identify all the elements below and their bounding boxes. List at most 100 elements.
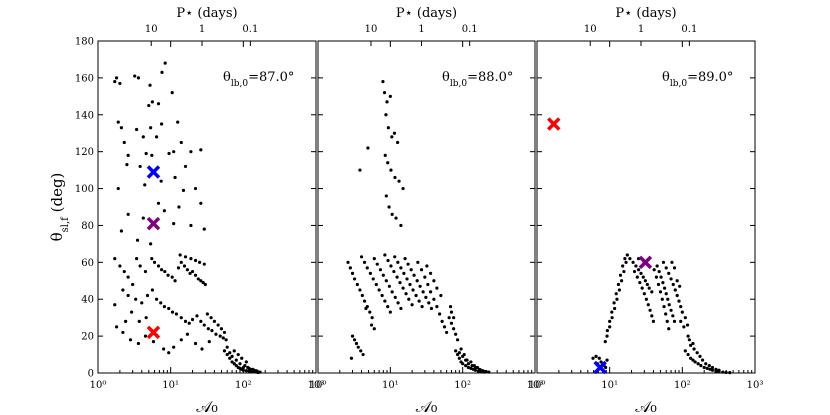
data-point — [386, 258, 390, 263]
data-point — [364, 306, 368, 311]
data-point — [176, 120, 180, 124]
data-point — [445, 330, 449, 335]
data-point — [190, 269, 195, 274]
data-point — [202, 323, 206, 327]
data-point — [358, 288, 362, 292]
data-point — [118, 264, 122, 268]
data-point — [162, 347, 166, 351]
data-point — [424, 295, 428, 299]
data-point — [466, 365, 470, 370]
data-point — [360, 293, 364, 298]
x-tick-label: 10⁰ — [90, 380, 107, 391]
data-point — [134, 297, 138, 301]
series-marker-red — [146, 325, 161, 340]
data-point — [159, 179, 163, 183]
panels: 10⁰ 10¹ 10² 10³ 10 1 0.1 P⋆ (days) 0 20 40 60 80 100 1… — [75, 6, 763, 415]
data-point — [187, 321, 191, 325]
data-point — [387, 205, 391, 209]
data-point — [466, 362, 470, 366]
data-point — [370, 316, 374, 320]
data-point — [435, 305, 439, 309]
marker-red-stroke-b — [547, 117, 561, 131]
data-point — [635, 275, 639, 279]
panel-annotation: θlb,0=87.0° — [223, 70, 294, 89]
data-point — [669, 308, 673, 312]
data-point — [356, 345, 360, 349]
data-point — [136, 341, 141, 346]
x-tick-label: 10⁰ — [310, 380, 327, 391]
data-point — [675, 279, 679, 283]
data-point — [234, 358, 238, 362]
data-point — [638, 281, 642, 285]
data-point — [368, 310, 372, 314]
data-point — [383, 253, 387, 257]
data-point — [618, 273, 623, 277]
data-point — [362, 299, 367, 303]
data-point — [435, 286, 439, 290]
data-point — [454, 349, 458, 353]
data-point — [167, 306, 171, 311]
data-point — [143, 334, 148, 338]
data-point — [698, 354, 702, 358]
data-point — [205, 312, 209, 316]
data-point — [116, 120, 120, 124]
data-point — [114, 325, 119, 329]
data-point — [218, 334, 222, 338]
top-tick-label: 10 — [145, 24, 158, 35]
data-point — [346, 260, 350, 264]
data-point — [141, 216, 145, 220]
marker-purple — [146, 216, 161, 231]
data-point — [411, 288, 415, 292]
data-point — [657, 269, 661, 274]
data-point — [702, 365, 706, 370]
data-point — [608, 319, 612, 323]
top-tick-label: 1 — [199, 24, 205, 35]
x-tick-label: 10² — [235, 380, 252, 391]
data-point — [348, 266, 352, 270]
data-point — [113, 257, 117, 261]
data-point — [124, 319, 128, 323]
data-point — [350, 271, 355, 275]
data-point — [452, 327, 456, 331]
data-point — [457, 351, 461, 355]
data-point — [230, 360, 234, 364]
data-point — [138, 264, 142, 268]
x-tick-label: 10⁰ — [529, 380, 546, 391]
data-point — [135, 127, 139, 132]
data-point — [438, 312, 442, 316]
data-point — [167, 151, 171, 156]
data-point — [181, 188, 186, 192]
panel-middle: 10⁰ 10¹ 10² 10³ 10 1 0.1 P⋆ (days) 𝒜₀ θlb,0=88.0° — [310, 6, 544, 415]
data-point — [222, 330, 227, 335]
data-point — [696, 362, 700, 366]
data-point — [238, 362, 242, 366]
data-point — [628, 257, 632, 261]
marker-purple-stroke-b — [146, 216, 161, 231]
data-point — [149, 242, 153, 246]
plot-frame — [317, 40, 536, 374]
data-point — [140, 301, 144, 305]
data-point — [384, 279, 388, 283]
series-marker-purple — [146, 216, 161, 231]
data-point — [426, 282, 430, 287]
data-point — [352, 277, 357, 281]
data-point — [216, 323, 220, 327]
data-point — [143, 269, 148, 274]
data-point — [232, 362, 236, 366]
data-point — [121, 288, 125, 292]
data-point — [389, 168, 393, 172]
data-point — [475, 365, 480, 370]
data-point — [683, 316, 687, 320]
data-point — [131, 282, 135, 287]
data-point — [388, 94, 392, 98]
data-point — [470, 364, 474, 368]
y-tick-label: 80 — [81, 221, 94, 232]
data-point — [201, 281, 205, 285]
data-point — [179, 260, 183, 264]
top-tick-label: 0.1 — [462, 24, 478, 35]
data-point — [677, 299, 681, 303]
data-point — [679, 319, 683, 323]
data-point — [159, 301, 163, 305]
marker-blue-stroke-b — [593, 360, 607, 375]
data-point — [361, 352, 365, 357]
